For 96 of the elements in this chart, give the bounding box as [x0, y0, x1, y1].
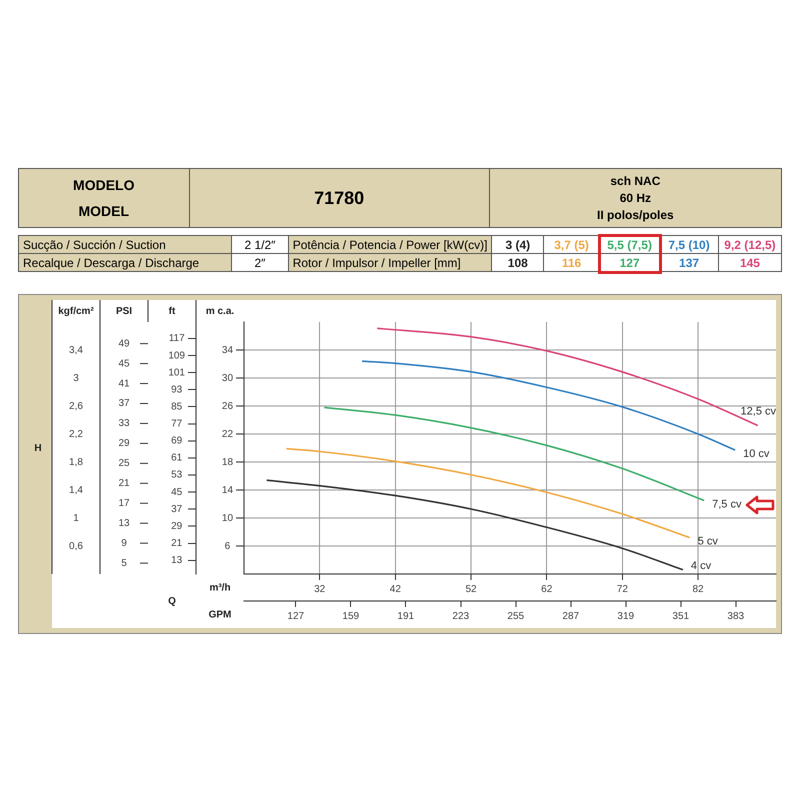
- y-tick-label: 14: [222, 484, 234, 496]
- text: 3: [73, 372, 80, 384]
- text: 9: [121, 538, 128, 549]
- y2-tick-label: 69: [171, 436, 183, 447]
- text: II polos/poles: [597, 208, 674, 222]
- text: 3 (4): [492, 236, 544, 254]
- y-tick-label: 6: [224, 540, 231, 552]
- text: 33: [118, 418, 130, 430]
- x-tick-label: 52: [465, 584, 478, 595]
- y2-tick-label: 117: [168, 333, 186, 344]
- text: H: [34, 442, 42, 454]
- y2-tick-label: 101: [168, 367, 186, 378]
- y2-tick-label: 109: [168, 350, 186, 362]
- line-series: [266, 479, 684, 571]
- x2-tick-label: 383: [727, 610, 745, 622]
- text: 127: [600, 254, 660, 272]
- x2-axis-title: GPM: [208, 609, 232, 620]
- y2-tick-label: 45: [171, 486, 183, 498]
- y2-tick-label: 93: [171, 384, 183, 396]
- text: 17: [118, 498, 130, 510]
- text: 21: [118, 478, 130, 490]
- x-tick-label: 32: [314, 584, 326, 595]
- text: 1: [73, 512, 80, 524]
- text: 37: [118, 398, 130, 410]
- y2-tick-label: 77: [171, 418, 183, 430]
- y-tick-label: 26: [222, 400, 234, 412]
- text: Potência / Potencia / Power [kW(cv)]: [288, 236, 492, 254]
- text: PSI: [116, 306, 132, 317]
- text: 41: [118, 378, 130, 390]
- text: 5: [121, 558, 128, 569]
- y2-tick-label: 13: [171, 555, 183, 566]
- y-axis-title: m c.a.: [206, 306, 234, 317]
- text: 2 1/2″: [232, 236, 288, 254]
- y2-tick-label: 29: [171, 520, 183, 532]
- series-label: 7,5 cv: [712, 498, 742, 511]
- x2-tick-label: 319: [617, 610, 635, 622]
- y-tick-label: 22: [222, 428, 234, 440]
- x2-tick-label: 159: [342, 610, 360, 622]
- y2-tick-label: 85: [171, 401, 183, 412]
- series-label: 5 cv: [698, 536, 718, 548]
- y-tick-label: 18: [222, 456, 234, 468]
- x2-tick-label: 351: [672, 610, 690, 622]
- text: 25: [118, 458, 130, 470]
- x-tick-label: 72: [616, 584, 628, 595]
- text: Q: [168, 596, 176, 607]
- text: 5,5 (7,5): [600, 236, 660, 254]
- x-tick-label: 62: [541, 584, 553, 595]
- text: 145: [718, 254, 782, 272]
- text: 137: [660, 254, 718, 272]
- text: 108: [492, 254, 544, 272]
- text: 1,8: [69, 456, 84, 468]
- text: 3,4: [69, 344, 84, 356]
- series-label: 10 cv: [743, 448, 770, 460]
- x-axis-title: m³/h: [209, 582, 231, 594]
- y2-tick-label: 53: [171, 470, 183, 481]
- text: 7,5 (10): [660, 236, 718, 254]
- text: Recalque / Descarga / Discharge: [18, 254, 232, 272]
- text: kgf/cm²: [58, 306, 94, 317]
- x2-tick-label: 287: [562, 610, 580, 622]
- series-label: 4 cv: [690, 560, 712, 572]
- series-label: 12,5 cv: [740, 406, 776, 418]
- text: 45: [118, 358, 130, 370]
- line-series: [323, 406, 705, 502]
- y2-tick-label: 21: [171, 538, 183, 550]
- x2-tick-label: 255: [507, 610, 525, 622]
- text: sch NAC: [610, 174, 660, 188]
- text: Rotor / Impulsor / Impeller [mm]: [288, 254, 492, 272]
- line-series: [361, 360, 736, 451]
- y-tick-label: 30: [222, 372, 234, 384]
- text: 2,2: [69, 428, 84, 440]
- text: Sucção / Succión / Suction: [18, 236, 232, 254]
- x2-tick-label: 191: [397, 610, 415, 622]
- text: 29: [118, 438, 130, 450]
- x2-tick-label: 127: [287, 610, 305, 622]
- y-tick-label: 10: [222, 512, 234, 524]
- x-tick-label: 42: [390, 584, 402, 595]
- text: MODELO: [73, 177, 134, 193]
- text: 0,6: [69, 540, 84, 552]
- text: MODEL: [78, 203, 130, 219]
- text: 9,2 (12,5): [718, 236, 782, 254]
- x-tick-label: 82: [692, 584, 704, 595]
- text: 2,6: [69, 400, 84, 412]
- text: 3,7 (5): [544, 236, 600, 254]
- text: 1,4: [69, 484, 84, 496]
- text: 13: [118, 518, 130, 529]
- text: 116: [544, 254, 600, 272]
- y2-tick-label: 61: [171, 452, 183, 464]
- y2-axis-title: ft: [168, 306, 176, 317]
- y2-tick-label: 37: [171, 504, 183, 515]
- x2-tick-label: 223: [452, 610, 470, 622]
- y-tick-label: 34: [222, 344, 234, 356]
- text: 2″: [232, 254, 288, 272]
- text: 60 Hz: [620, 191, 652, 205]
- text: 71780: [314, 188, 364, 208]
- text: 49: [118, 338, 130, 350]
- line-series: [286, 448, 691, 538]
